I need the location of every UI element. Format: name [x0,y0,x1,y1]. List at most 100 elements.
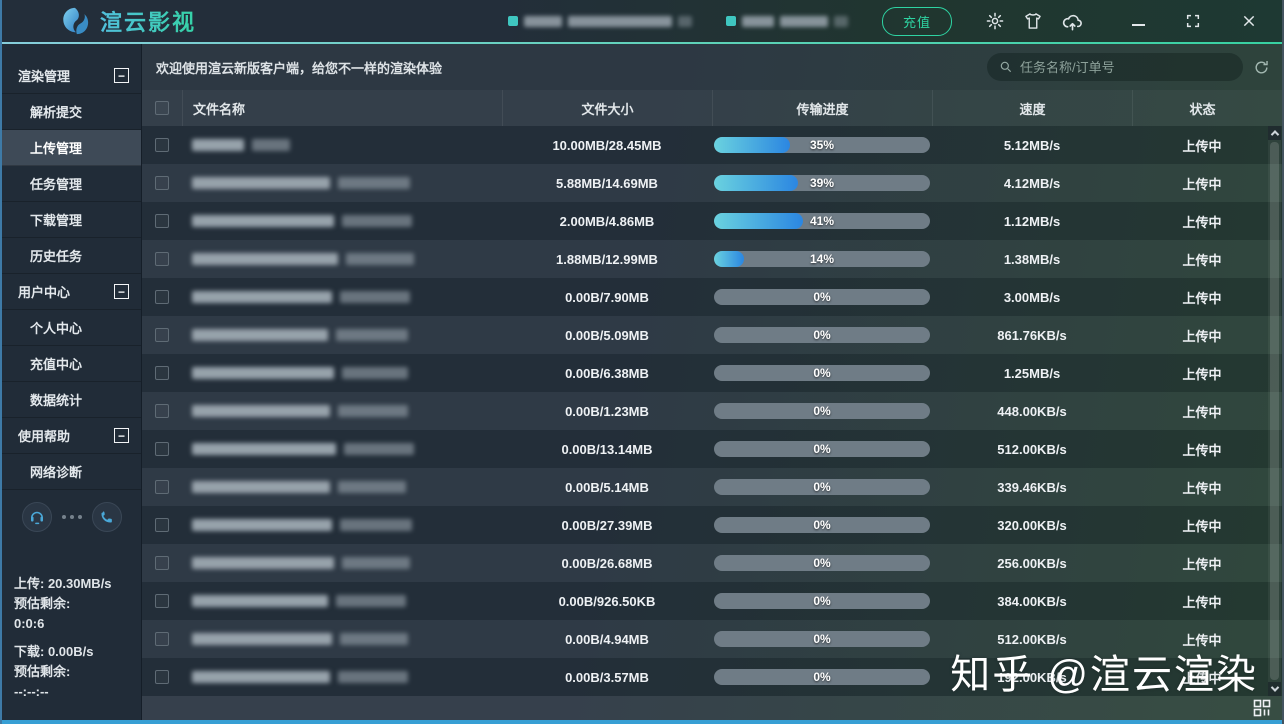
sidebar-group-user-center[interactable]: 用户中心 − [2,274,141,310]
progress-bar: 0% [714,593,930,609]
row-checkbox[interactable] [155,442,169,456]
progress-label: 14% [809,252,835,266]
row-checkbox[interactable] [155,176,169,190]
cloud-upload-icon[interactable] [1061,10,1084,33]
search-icon [1000,61,1012,73]
account-info-masked-2 [725,15,848,27]
row-checkbox[interactable] [155,632,169,646]
table-row[interactable]: 0.00B/27.39MB 0% 320.00KB/s 上传中 [142,506,1282,544]
search-box[interactable] [987,53,1243,81]
select-all-checkbox[interactable] [155,101,169,115]
sidebar-item-data-statistics[interactable]: 数据统计 [2,382,141,418]
file-speed: 339.46KB/s [997,479,1067,495]
close-button[interactable] [1241,13,1257,29]
file-name-masked [182,633,502,645]
sidebar-group-help[interactable]: 使用帮助 − [2,418,141,454]
file-speed: 4.12MB/s [1003,175,1061,191]
table-row[interactable]: 0.00B/926.50KB 0% 384.00KB/s 上传中 [142,582,1282,620]
table-row[interactable]: 2.00MB/4.86MB 41% 1.12MB/s 上传中 [142,202,1282,240]
table-row[interactable]: 0.00B/3.57MB 0% 192.00KB/s 上传中 [142,658,1282,696]
masked-name-segment [192,481,330,493]
file-status: 上传中 [1182,214,1222,230]
file-status: 上传中 [1182,366,1222,382]
file-status: 上传中 [1182,518,1222,534]
table-row[interactable]: 0.00B/13.14MB 0% 512.00KB/s 上传中 [142,430,1282,468]
collapse-icon[interactable]: − [114,428,129,443]
column-status[interactable]: 状态 [1132,90,1272,126]
row-checkbox[interactable] [155,252,169,266]
recharge-button[interactable]: 充值 [881,6,952,36]
vertical-scrollbar[interactable] [1268,126,1281,696]
sidebar-item-task-manage[interactable]: 任务管理 [2,166,141,202]
sidebar-item-parse-submit[interactable]: 解析提交 [2,94,141,130]
progress-label: 0% [813,556,831,570]
scrollbar-thumb[interactable] [1270,142,1279,680]
table-row[interactable]: 0.00B/4.94MB 0% 512.00KB/s 上传中 [142,620,1282,658]
table-row[interactable]: 0.00B/5.09MB 0% 861.76KB/s 上传中 [142,316,1282,354]
progress-bar: 0% [714,289,930,305]
file-speed: 1.38MB/s [1003,251,1061,267]
customer-service-headset-icon[interactable] [21,502,52,532]
minimize-button[interactable] [1132,16,1145,26]
masked-name-segment [192,177,330,189]
search-input[interactable] [1020,59,1210,75]
row-checkbox[interactable] [155,594,169,608]
sidebar-item-history-tasks[interactable]: 历史任务 [2,238,141,274]
table-row[interactable]: 10.00MB/28.45MB 35% 5.12MB/s 上传中 [142,126,1282,164]
logo-fish-icon [63,7,89,35]
sidebar-item-recharge-center[interactable]: 充值中心 [2,346,141,382]
column-file-size[interactable]: 文件大小 [502,90,712,126]
titlebar-accent-line [2,42,1282,44]
file-speed: 192.00KB/s [997,669,1067,685]
column-file-name[interactable]: 文件名称 [182,90,502,126]
table-row[interactable]: 5.88MB/14.69MB 39% 4.12MB/s 上传中 [142,164,1282,202]
table-row[interactable]: 1.88MB/12.99MB 14% 1.38MB/s 上传中 [142,240,1282,278]
sidebar-item-personal-center[interactable]: 个人中心 [2,310,141,346]
table-row[interactable]: 0.00B/7.90MB 0% 3.00MB/s 上传中 [142,278,1282,316]
layout-grid-icon[interactable] [1252,698,1272,718]
row-checkbox[interactable] [155,518,169,532]
file-name-masked [182,215,502,227]
collapse-icon[interactable]: − [114,68,129,83]
column-speed[interactable]: 速度 [932,90,1132,126]
settings-gear-icon[interactable] [985,11,1005,31]
row-checkbox[interactable] [155,328,169,342]
maximize-button[interactable] [1185,13,1201,29]
scroll-up-arrow[interactable] [1268,126,1281,140]
row-checkbox[interactable] [155,290,169,304]
file-status: 上传中 [1182,138,1222,154]
file-status: 上传中 [1182,632,1222,648]
file-name-masked [182,443,502,455]
refresh-icon[interactable] [1253,59,1270,76]
table-footer [142,696,1282,720]
row-checkbox[interactable] [155,556,169,570]
row-checkbox[interactable] [155,138,169,152]
sidebar-item-download-manage[interactable]: 下载管理 [2,202,141,238]
row-checkbox[interactable] [155,366,169,380]
file-size: 1.88MB/12.99MB [556,251,658,267]
sidebar-item-network-diagnosis[interactable]: 网络诊断 [2,454,141,490]
row-checkbox[interactable] [155,214,169,228]
row-checkbox[interactable] [155,480,169,494]
table-row[interactable]: 0.00B/6.38MB 0% 1.25MB/s 上传中 [142,354,1282,392]
file-status: 上传中 [1182,594,1222,610]
column-progress[interactable]: 传输进度 [712,90,932,126]
collapse-icon[interactable]: − [114,284,129,299]
progress-label: 0% [813,404,831,418]
table-row[interactable]: 0.00B/1.23MB 0% 448.00KB/s 上传中 [142,392,1282,430]
progress-label: 0% [813,480,831,494]
scroll-down-arrow[interactable] [1268,682,1281,696]
table-row[interactable]: 0.00B/5.14MB 0% 339.46KB/s 上传中 [142,468,1282,506]
phone-contact-icon[interactable] [91,502,122,532]
file-name-masked [182,557,502,569]
sidebar-group-render-manage[interactable]: 渲染管理 − [2,58,141,94]
file-speed: 384.00KB/s [997,593,1067,609]
row-checkbox[interactable] [155,670,169,684]
sidebar-item-upload-manage[interactable]: 上传管理 [2,130,141,166]
table-row[interactable]: 0.00B/26.68MB 0% 256.00KB/s 上传中 [142,544,1282,582]
theme-shirt-icon[interactable] [1023,11,1043,31]
row-checkbox[interactable] [155,404,169,418]
file-speed: 1.25MB/s [1003,365,1061,381]
file-name-masked [182,405,502,417]
progress-fill [714,213,803,229]
